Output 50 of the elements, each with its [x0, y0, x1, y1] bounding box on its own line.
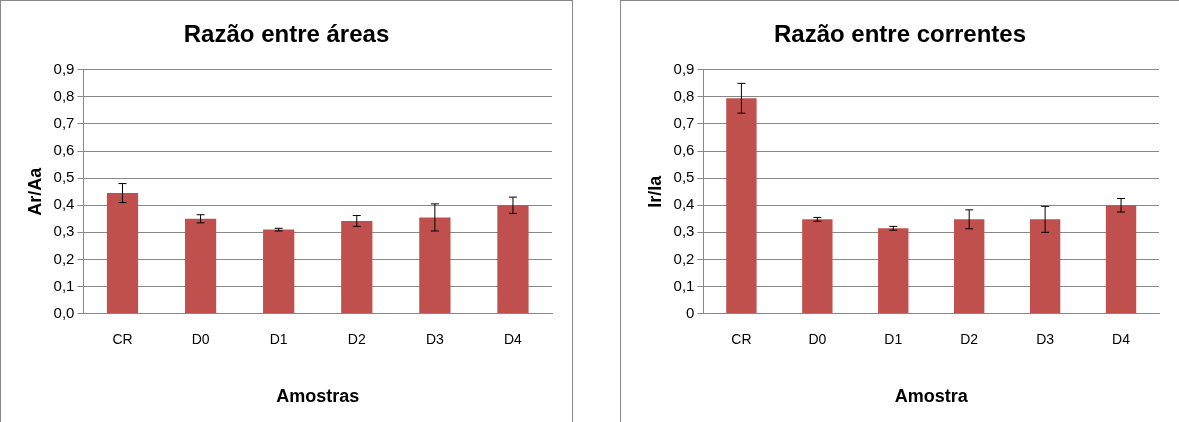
- y-tick-label: 0,5: [53, 168, 75, 186]
- y-tick-label: 0,4: [673, 195, 695, 213]
- y-tick-label: 0,9: [673, 59, 695, 77]
- x-tick-label: CR: [731, 330, 752, 347]
- y-axis-title: Ir/Ia: [644, 174, 665, 208]
- y-tick-label: 0,4: [53, 195, 75, 213]
- bar: [106, 193, 139, 314]
- y-tick-label: 0,8: [53, 87, 75, 105]
- y-tick-label: 0,3: [53, 222, 75, 240]
- x-tick-label: D0: [191, 330, 210, 347]
- x-tick-label: D2: [960, 330, 979, 347]
- bar: [184, 218, 217, 314]
- y-tick-label: 0,7: [673, 114, 695, 132]
- y-tick-label: 0,0: [53, 303, 75, 321]
- x-axis-title: Amostra: [894, 386, 969, 407]
- bar: [341, 220, 373, 314]
- x-axis-title: Amostras: [276, 386, 360, 407]
- y-tick-label: 0,5: [673, 168, 695, 186]
- x-tick-label: D4: [1112, 330, 1131, 347]
- x-tick-label: D3: [1036, 330, 1055, 347]
- y-tick-label: 0,2: [53, 249, 75, 267]
- x-tick-label: D3: [425, 330, 445, 347]
- bar: [1105, 205, 1137, 314]
- y-axis-title: Ar/Aa: [24, 166, 45, 216]
- bar: [497, 205, 529, 314]
- x-tick-label: D1: [884, 330, 903, 347]
- x-tick-label: D2: [347, 330, 366, 347]
- bar: [1029, 219, 1061, 314]
- y-tick-label: 0,6: [673, 141, 695, 159]
- y-tick-label: 0,7: [53, 114, 75, 132]
- y-tick-label: 0,6: [53, 141, 75, 159]
- x-tick-label: D1: [269, 330, 288, 347]
- x-tick-label: D4: [504, 330, 523, 347]
- y-tick-label: 0,8: [673, 87, 695, 105]
- x-tick-label: D0: [808, 330, 827, 347]
- y-tick-label: 0,3: [673, 222, 695, 240]
- bar: [263, 229, 295, 314]
- y-tick-label: 0: [686, 303, 695, 321]
- x-tick-label: CR: [112, 330, 133, 347]
- chart-title: Razão entre áreas: [183, 20, 390, 48]
- bar: [954, 219, 985, 314]
- bar: [419, 217, 451, 314]
- bar: [878, 228, 909, 314]
- y-tick-label: 0,1: [673, 276, 695, 294]
- chart-title: Razão entre correntes: [773, 20, 1027, 48]
- bar: [726, 98, 757, 314]
- y-tick-label: 0,1: [53, 276, 75, 294]
- y-tick-label: 0,2: [673, 249, 695, 267]
- bar: [802, 219, 833, 314]
- y-tick-label: 0,9: [53, 59, 75, 77]
